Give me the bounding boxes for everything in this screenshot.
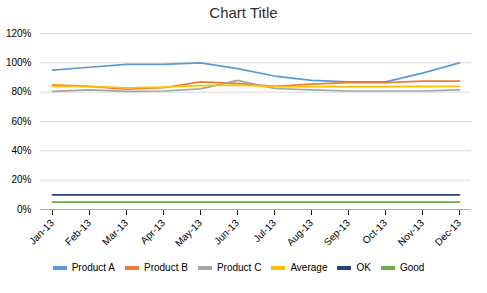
html-text:OK: OK — [356, 262, 371, 273]
svg-text:Dec-13: Dec-13 — [433, 217, 464, 248]
svg-text:May-13: May-13 — [173, 217, 205, 249]
svg-text:Apr-13: Apr-13 — [138, 217, 167, 246]
svg-text:Nov-13: Nov-13 — [396, 217, 427, 248]
svg-text:120%: 120% — [6, 28, 32, 39]
svg-text:Mar-13: Mar-13 — [100, 217, 130, 247]
svg-text:Jun-13: Jun-13 — [212, 217, 242, 247]
svg-text:100%: 100% — [6, 57, 32, 68]
html-text:Chart Title: Chart Title — [209, 4, 278, 21]
html-text:Good: Good — [399, 262, 425, 273]
html-text:Product A: Product A — [71, 262, 115, 273]
html-text:Product B: Product B — [144, 262, 188, 273]
svg-text:Jul-13: Jul-13 — [251, 217, 278, 244]
svg-text:Jan-13: Jan-13 — [27, 217, 57, 247]
svg-text:80%: 80% — [11, 86, 31, 97]
svg-text:40%: 40% — [11, 145, 31, 156]
svg-text:0%: 0% — [17, 204, 32, 215]
html-text:Product C: Product C — [216, 262, 262, 273]
svg-text:Feb-13: Feb-13 — [63, 217, 93, 247]
svg-text:20%: 20% — [11, 174, 31, 185]
svg-text:Aug-13: Aug-13 — [285, 217, 316, 248]
svg-text:Sep-13: Sep-13 — [322, 217, 353, 248]
html-text:Average: Average — [290, 262, 328, 273]
svg-text:60%: 60% — [11, 116, 31, 127]
svg-text:Oct-13: Oct-13 — [360, 217, 389, 246]
